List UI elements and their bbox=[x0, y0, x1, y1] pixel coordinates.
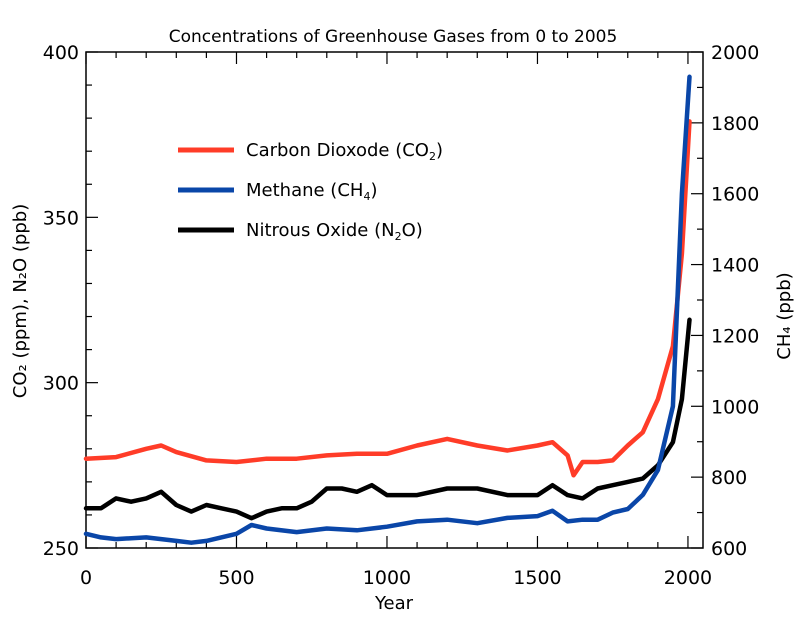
plot-frame bbox=[85, 51, 704, 549]
y-right-tick-label: 1400 bbox=[711, 255, 759, 277]
legend-label-2: Nitrous Oxide (N2O) bbox=[246, 220, 423, 243]
y-right-tick-label: 1200 bbox=[711, 325, 759, 347]
y-left-tick-label: 350 bbox=[43, 207, 79, 229]
series-line-1 bbox=[83, 74, 692, 545]
y-right-tick-label: 2000 bbox=[711, 42, 759, 64]
y-right-tick-label: 1000 bbox=[711, 396, 759, 418]
x-tick-label: 0 bbox=[80, 567, 92, 589]
y-right-tick-label: 1800 bbox=[711, 113, 759, 135]
series-line-2 bbox=[83, 317, 692, 521]
series-line-0 bbox=[83, 119, 692, 478]
x-tick-label: 500 bbox=[218, 567, 254, 589]
x-tick-label: 2000 bbox=[664, 567, 712, 589]
y-right-tick-label: 600 bbox=[711, 538, 747, 560]
y-right-tick-label: 800 bbox=[711, 467, 747, 489]
legend-label-0: Carbon Dioxode (CO2) bbox=[246, 140, 443, 163]
x-tick-label: 1500 bbox=[513, 567, 561, 589]
legend-label-1: Methane (CH4) bbox=[246, 180, 377, 203]
y-axis-label-left: CO₂ (ppm), N₂O (ppb) bbox=[10, 204, 31, 398]
x-tick-label: 1000 bbox=[363, 567, 411, 589]
y-right-tick-label: 1600 bbox=[711, 184, 759, 206]
y-axis-label-right: CH₄ (ppb) bbox=[774, 272, 795, 359]
y-left-tick-label: 250 bbox=[43, 538, 79, 560]
y-left-tick-label: 400 bbox=[43, 42, 79, 64]
y-left-tick-label: 300 bbox=[43, 373, 79, 395]
chart-title: Concentrations of Greenhouse Gases from … bbox=[169, 27, 618, 47]
x-axis-label: Year bbox=[374, 593, 414, 614]
